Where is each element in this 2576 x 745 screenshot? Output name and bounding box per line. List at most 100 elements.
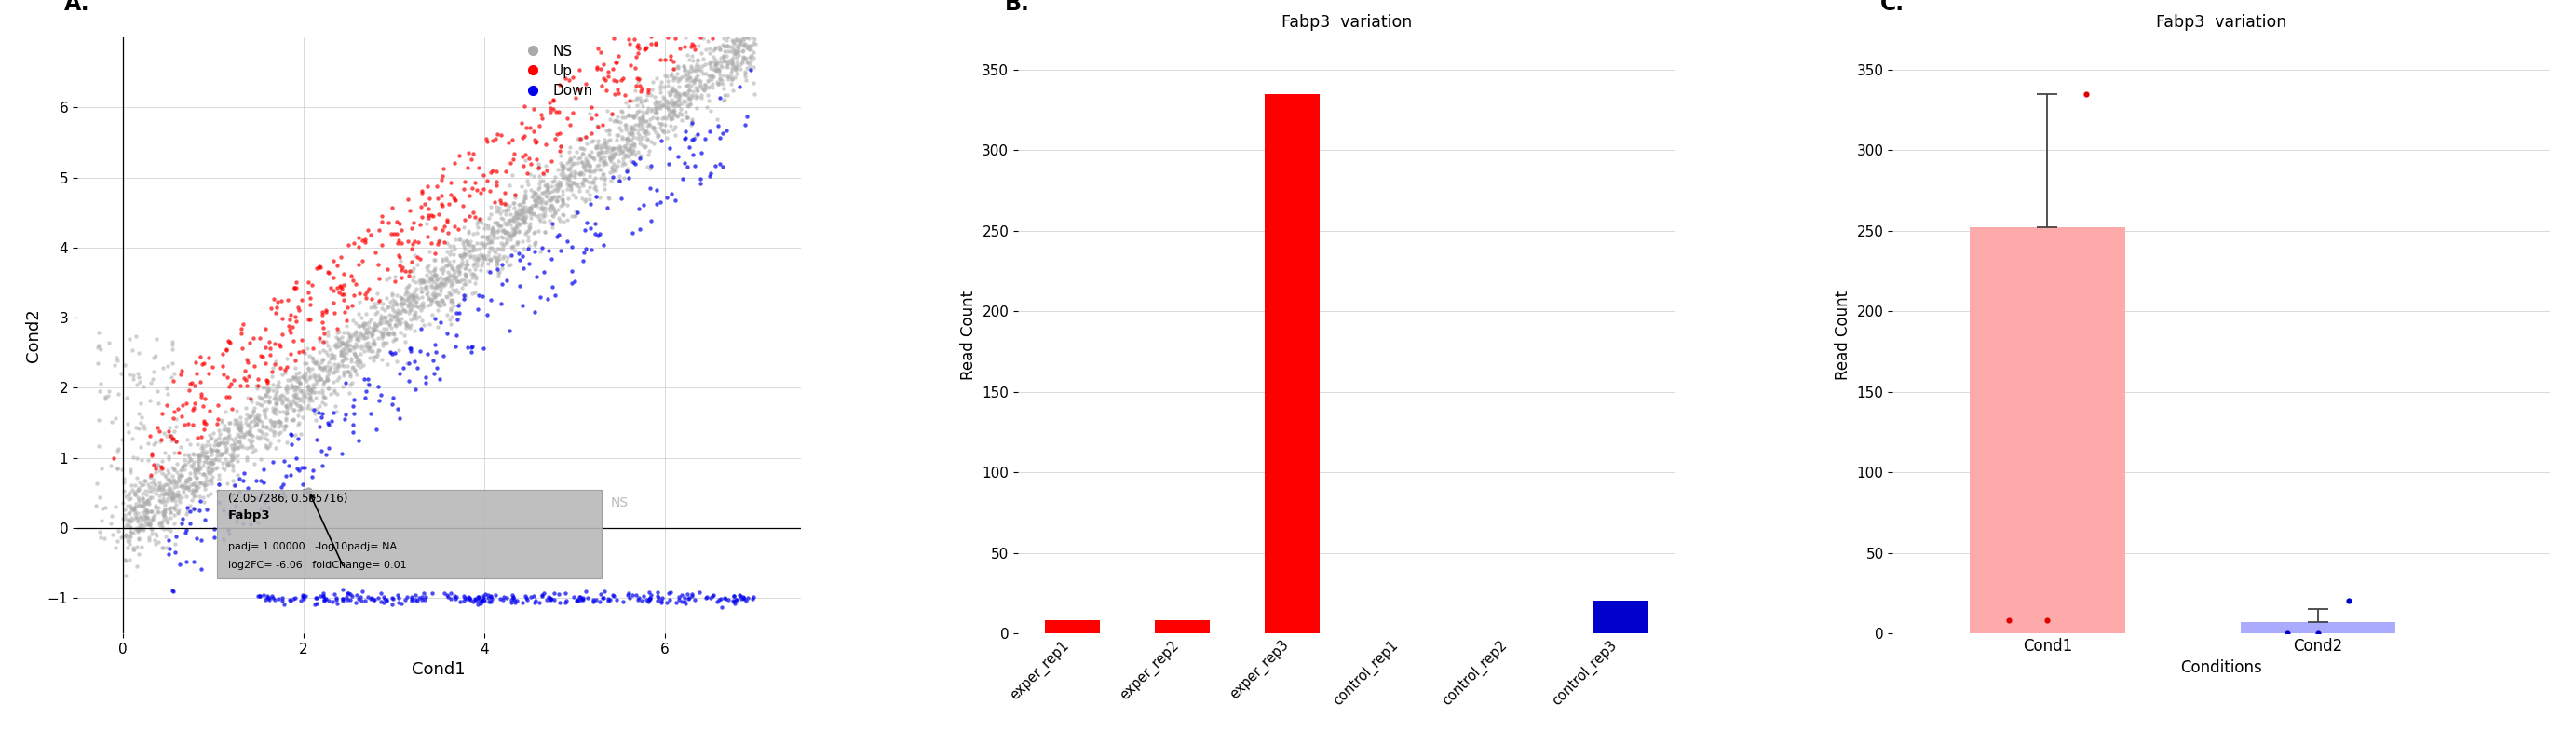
Point <box>204 504 245 516</box>
Point <box>265 387 307 399</box>
Point <box>229 410 270 422</box>
Point <box>487 203 528 215</box>
Point <box>626 119 667 131</box>
Point <box>644 19 685 31</box>
Point <box>157 489 198 501</box>
Point <box>265 408 307 419</box>
Point <box>219 423 260 435</box>
Point <box>252 405 294 416</box>
Point <box>464 223 505 235</box>
Point <box>541 188 582 200</box>
Point <box>229 411 270 423</box>
Point <box>440 282 482 294</box>
Point <box>157 472 198 484</box>
Point <box>595 28 636 39</box>
Point <box>544 168 585 180</box>
Point <box>698 78 739 90</box>
Point <box>180 358 222 370</box>
Point <box>180 562 222 574</box>
Point <box>551 153 592 165</box>
Point <box>371 314 412 326</box>
Point <box>281 402 322 414</box>
Point <box>129 498 170 510</box>
Point <box>129 534 170 546</box>
Point <box>242 399 283 411</box>
Point <box>703 95 744 107</box>
Point <box>592 115 634 127</box>
Point <box>533 594 574 606</box>
Point <box>270 326 312 338</box>
Point <box>693 71 734 83</box>
Point <box>206 446 247 457</box>
Point <box>265 361 307 373</box>
Point <box>685 0 726 6</box>
Point <box>291 384 332 396</box>
Point <box>245 323 286 335</box>
Point <box>155 498 196 510</box>
Point <box>278 409 319 421</box>
Point <box>719 81 760 93</box>
Point <box>471 200 513 212</box>
Point <box>616 72 657 84</box>
Point <box>410 272 451 284</box>
Point <box>157 403 198 415</box>
Point <box>394 291 435 303</box>
Point <box>466 308 507 320</box>
Point <box>157 488 198 500</box>
Point <box>314 384 355 396</box>
Point <box>631 215 672 226</box>
Point <box>502 200 544 212</box>
Point <box>273 389 314 401</box>
Point <box>659 89 701 101</box>
Point <box>180 351 222 363</box>
Point <box>546 179 587 191</box>
Point <box>155 481 196 493</box>
Point <box>350 322 392 334</box>
Point <box>242 487 283 499</box>
Point <box>497 198 538 210</box>
Point <box>523 175 564 187</box>
Point <box>322 343 363 355</box>
Point <box>471 229 513 241</box>
Point <box>724 32 765 44</box>
Point <box>121 454 162 466</box>
Point <box>247 594 289 606</box>
Point <box>131 481 173 493</box>
Point <box>247 434 289 446</box>
Point <box>348 342 389 354</box>
Point <box>585 74 626 86</box>
Point <box>353 339 394 351</box>
Point <box>108 333 149 345</box>
Point <box>564 131 605 143</box>
Point <box>345 285 386 297</box>
Point <box>247 395 289 407</box>
Point <box>283 593 325 605</box>
Point <box>652 55 693 67</box>
Point <box>464 250 505 262</box>
Point <box>111 501 152 513</box>
Point <box>696 41 737 53</box>
Point <box>327 329 368 340</box>
Point <box>211 451 252 463</box>
Point <box>345 318 386 330</box>
Point <box>111 463 152 475</box>
Point <box>193 439 234 451</box>
Point <box>193 523 234 535</box>
Point <box>592 165 634 177</box>
Point <box>265 420 307 432</box>
Point <box>386 591 428 603</box>
Point <box>381 291 422 303</box>
Point <box>451 340 492 352</box>
Point <box>209 527 250 539</box>
Point <box>451 346 492 358</box>
Point <box>446 592 487 603</box>
Point <box>415 222 456 234</box>
Point <box>178 458 219 470</box>
Point <box>639 7 680 19</box>
Point <box>546 215 587 226</box>
Point <box>183 480 224 492</box>
Point <box>296 377 337 389</box>
Point <box>732 37 773 48</box>
Point <box>191 462 232 474</box>
Point <box>556 146 598 158</box>
